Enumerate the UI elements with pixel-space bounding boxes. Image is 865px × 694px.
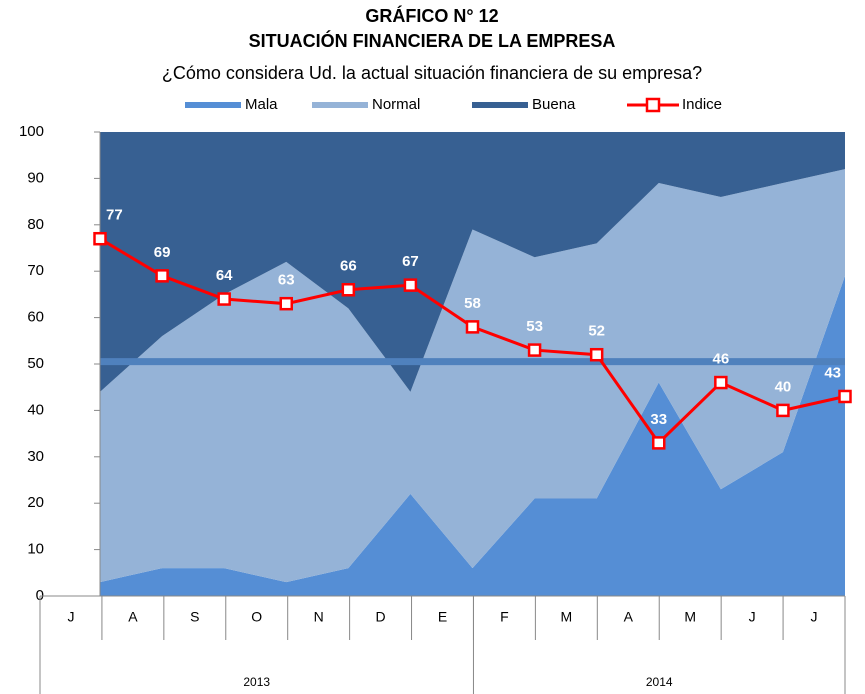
area [100,275,845,596]
marker [341,283,356,297]
data-label: 69 [154,244,171,261]
data-label: 67 [402,253,419,270]
marker [279,296,293,311]
legend-label: Mala [245,96,278,113]
marker [776,403,790,418]
marker [403,278,418,292]
legend-swatch [185,102,241,108]
legend-swatch [645,97,661,113]
y-tick-label: 90 [27,169,44,186]
legend-label: Buena [532,96,576,113]
data-label: 33 [650,411,667,428]
chart-subtitle: SITUACIÓN FINANCIERA DE LA EMPRESA [249,30,616,51]
data-label: 63 [278,272,295,289]
y-tick-label: 40 [27,401,44,418]
x-tick-label: M [684,609,696,625]
x-tick-label: F [500,609,509,625]
x-tick-label: D [376,609,386,625]
x-tick-label: J [67,609,74,625]
x-group-label: 2014 [646,675,673,689]
area [100,169,845,583]
marker [217,292,231,306]
data-label: 53 [526,318,543,335]
area [100,132,845,392]
data-label: 64 [216,267,233,284]
x-tick-label: J [749,609,756,625]
data-label: 40 [775,378,792,395]
marker [838,389,852,404]
x-tick-label: A [128,609,138,625]
y-tick-label: 80 [27,216,44,233]
data-label: 52 [588,323,605,340]
data-label: 77 [106,207,123,224]
marker [589,347,604,362]
x-tick-label: O [251,609,262,625]
x-tick-label: N [314,609,324,625]
legend-label: Indice [682,96,722,113]
data-label: 43 [824,364,841,381]
legend-swatch [312,102,368,108]
y-tick-label: 60 [27,309,44,326]
marker [465,320,480,334]
y-tick-label: 50 [27,355,44,372]
y-tick-label: 70 [27,262,44,279]
y-tick-label: 100 [19,123,44,140]
data-label: 58 [464,295,481,312]
x-tick-label: A [624,609,634,625]
legend-swatch [472,102,528,108]
marker [93,231,107,246]
chart-title: GRÁFICO N° 12 [365,5,498,26]
data-label: 66 [340,258,357,275]
marker [155,269,169,283]
x-tick-label: E [438,609,447,625]
data-label: 46 [712,351,729,368]
chart-question: ¿Cómo considera Ud. la actual situación … [162,63,702,83]
marker [527,343,542,357]
legend-label: Normal [372,96,420,113]
y-tick-label: 30 [27,448,44,465]
y-tick-label: 0 [36,587,44,604]
marker [714,375,728,390]
y-tick-label: 10 [27,541,44,558]
y-tick-label: 20 [27,494,44,511]
x-group-label: 2013 [243,675,270,689]
x-tick-label: S [190,609,199,625]
marker [652,436,666,450]
x-tick-label: J [811,609,818,625]
x-tick-label: M [561,609,573,625]
